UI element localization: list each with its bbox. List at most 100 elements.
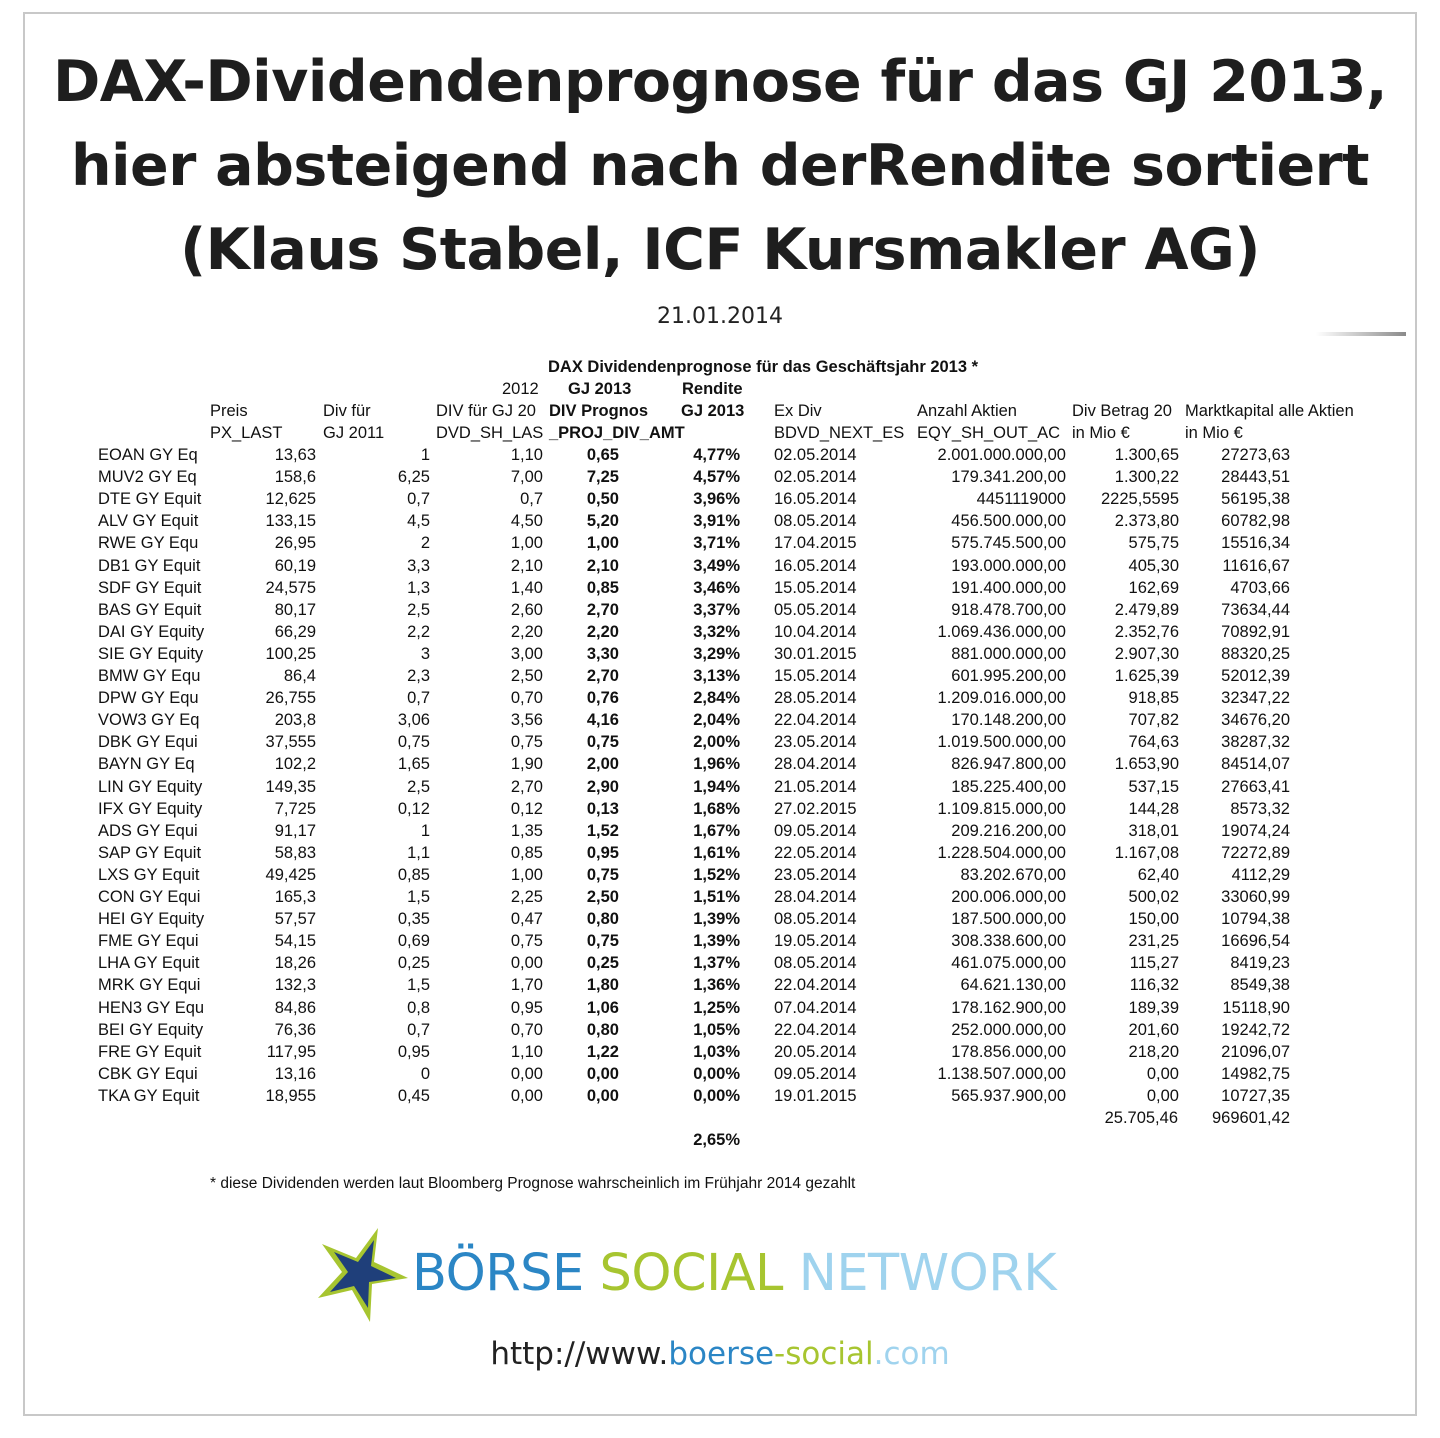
cell-betrag: 1.300,22 [1114, 468, 1179, 487]
cell-rend: 0,00% [693, 1086, 740, 1105]
cell-mkap: 52012,39 [1221, 667, 1290, 685]
cell-d12: 0,12 [510, 799, 543, 818]
cell-d11: 2,5 [407, 600, 430, 619]
cell-ex: 08.05.2014 [774, 910, 857, 929]
cell-shares: 1.228.504.000,00 [937, 843, 1066, 862]
cell-betrag: 405,30 [1128, 556, 1179, 575]
logo-word-network: NETWORK [798, 1244, 1057, 1303]
cell-d12: 1,10 [510, 446, 543, 464]
cell-rend: 1,39% [693, 932, 740, 951]
cell-d11: 1,3 [407, 578, 430, 597]
cell-prog: 1,06 [586, 998, 619, 1017]
cell-px: 18,26 [274, 954, 316, 973]
cell-mkap: 88320,25 [1221, 644, 1290, 663]
cell-name: DBK GY Equi [98, 733, 198, 752]
cell-betrag: 150,00 [1128, 910, 1179, 929]
cell-px: 60,19 [274, 556, 316, 575]
cell-px: 13,63 [274, 446, 316, 464]
cell-px: 57,57 [274, 910, 316, 929]
cell-px: 18,955 [265, 1086, 316, 1105]
cell-name: SIE GY Equity [98, 644, 204, 663]
total-marktkapital: 969601,42 [1212, 1109, 1290, 1127]
cell-mkap: 8573,32 [1230, 799, 1290, 818]
cell-prog: 5,20 [586, 512, 619, 531]
cell-px: 91,17 [274, 821, 316, 840]
cell-shares: 252.000.000,00 [951, 1020, 1066, 1039]
cell-name: RWE GY Equ [98, 534, 199, 553]
cell-shares: 826.947.800,00 [951, 755, 1066, 774]
cell-shares: 170.148.200,00 [951, 711, 1066, 730]
cell-betrag: 201,60 [1128, 1020, 1179, 1039]
cell-mkap: 60782,98 [1221, 512, 1290, 531]
header-div-betrag: Div Betrag 20 [1072, 402, 1172, 420]
cell-d12: 4,50 [510, 512, 543, 531]
cell-rend: 2,00% [693, 733, 740, 752]
cell-betrag: 1.167,08 [1114, 843, 1179, 862]
cell-ex: 27.02.2015 [774, 799, 857, 818]
cell-d11: 0,7 [407, 490, 430, 509]
cell-d11: 1,1 [407, 843, 430, 862]
cell-px: 26,755 [265, 689, 316, 708]
cell-betrag: 537,15 [1128, 777, 1179, 796]
cell-prog: 0,80 [586, 910, 619, 929]
website-link[interactable]: http://www.boerse-social.com [0, 1336, 1440, 1372]
cell-prog: 0,50 [586, 490, 619, 509]
cell-betrag: 2.373,80 [1114, 512, 1179, 531]
cell-mkap: 8549,38 [1230, 976, 1290, 995]
url-prefix: http://www. [490, 1336, 669, 1372]
header-gj2013-b: GJ 2013 [681, 402, 745, 420]
cell-ex: 02.05.2014 [774, 446, 857, 464]
cell-d11: 2,3 [407, 667, 430, 685]
cell-rend: 1,25% [693, 998, 740, 1017]
cell-betrag: 144,28 [1128, 799, 1179, 818]
cell-d12: 0,70 [510, 689, 543, 708]
cell-ex: 19.01.2015 [774, 1086, 857, 1105]
page-frame [23, 12, 1417, 1416]
cell-rend: 1,05% [693, 1020, 740, 1039]
cell-shares: 191.400.000,00 [951, 578, 1066, 597]
cell-betrag: 231,25 [1128, 932, 1179, 951]
cell-ex: 08.05.2014 [774, 954, 857, 973]
cell-name: HEN3 GY Equ [98, 998, 205, 1017]
cell-shares: 209.216.200,00 [951, 821, 1066, 840]
header-div-fuer: Div für [323, 402, 371, 420]
cell-ex: 16.05.2014 [774, 490, 857, 509]
cell-name: SDF GY Equit [98, 578, 202, 597]
cell-prog: 3,30 [586, 644, 619, 663]
cell-rend: 4,77% [693, 446, 740, 464]
cell-rend: 1,36% [693, 976, 740, 995]
header-preis: Preis [210, 402, 248, 420]
cell-d12: 0,00 [510, 954, 543, 973]
cell-d11: 0,8 [407, 998, 430, 1017]
cell-px: 12,625 [265, 490, 316, 509]
logo-word-boerse: BÖRSE [412, 1244, 584, 1303]
cell-px: 84,86 [274, 998, 316, 1017]
cell-betrag: 764,63 [1128, 733, 1179, 752]
cell-px: 133,15 [265, 512, 316, 531]
cell-betrag: 707,82 [1128, 711, 1179, 730]
cell-shares: 1.138.507.000,00 [937, 1064, 1066, 1083]
cell-betrag: 318,01 [1128, 821, 1179, 840]
decorative-shadow [1316, 332, 1406, 336]
cell-betrag: 918,85 [1128, 689, 1179, 708]
cell-prog: 2,10 [586, 556, 619, 575]
cell-d12: 1,90 [510, 755, 543, 774]
cell-rend: 1,68% [693, 799, 740, 818]
header-in-mio-a: in Mio € [1072, 424, 1130, 442]
cell-px: 158,6 [274, 468, 316, 487]
cell-px: 24,575 [265, 578, 316, 597]
cell-ex: 15.05.2014 [774, 667, 857, 685]
cell-d12: 1,10 [510, 1042, 543, 1061]
cell-ex: 20.05.2014 [774, 1042, 857, 1061]
cell-rend: 0,00% [693, 1064, 740, 1083]
url-part-social: -social [774, 1336, 874, 1372]
cell-rend: 1,37% [693, 954, 740, 973]
cell-ex: 10.04.2014 [774, 622, 857, 641]
star-icon [318, 1228, 408, 1322]
cell-ex: 28.04.2014 [774, 888, 857, 906]
header-marktkapital: Marktkapital alle Aktien [1185, 402, 1354, 420]
boerse-social-logo[interactable]: BÖRSE SOCIAL NETWORK [316, 1226, 1096, 1326]
cell-mkap: 15516,34 [1221, 534, 1290, 553]
header-year-2012: 2012 [502, 380, 539, 398]
cell-name: VOW3 GY Eq [98, 711, 200, 730]
